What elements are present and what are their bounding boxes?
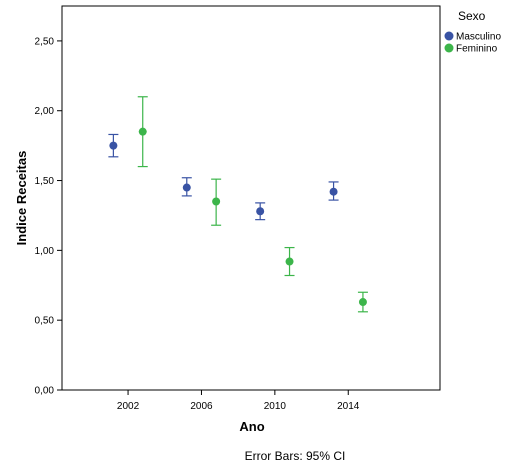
- data-point: [212, 197, 221, 206]
- data-point-group: [284, 246, 295, 277]
- y-tick-label: 1,50: [35, 176, 55, 187]
- data-point: [138, 127, 147, 136]
- data-marks: [108, 96, 368, 313]
- y-tick-label: 2,00: [35, 106, 55, 117]
- data-point-group: [181, 177, 192, 197]
- x-axis: 2002 2006 2010 2014: [117, 390, 360, 412]
- data-point: [285, 257, 294, 266]
- y-axis-title: Indice Receitas: [14, 151, 29, 246]
- error-bars-footnote: Error Bars: 95% CI: [245, 449, 346, 463]
- y-tick-label: 2,50: [35, 36, 55, 47]
- data-point-group: [255, 202, 266, 221]
- data-point-group: [328, 181, 339, 201]
- legend-title: Sexo: [458, 9, 486, 23]
- legend-label: Masculino: [456, 32, 501, 43]
- y-axis: 0,00 0,50 1,00 1,50 2,00 2,50: [35, 36, 62, 397]
- x-tick-label: 2002: [117, 401, 140, 412]
- x-tick-label: 2014: [337, 401, 360, 412]
- y-tick-label: 1,00: [35, 246, 55, 257]
- y-tick-label: 0,50: [35, 316, 55, 327]
- data-point: [182, 183, 191, 192]
- data-point: [329, 187, 338, 196]
- legend-marker: [444, 31, 454, 41]
- legend-marker: [444, 43, 454, 53]
- y-tick-label: 0,00: [35, 386, 55, 397]
- x-axis-title: Ano: [239, 419, 264, 434]
- data-point-group: [108, 133, 119, 158]
- data-point: [256, 207, 265, 216]
- data-point: [358, 298, 367, 307]
- data-point-group: [357, 291, 368, 313]
- x-tick-label: 2010: [264, 401, 287, 412]
- data-point: [109, 141, 118, 150]
- x-tick-label: 2006: [190, 401, 213, 412]
- plot-area: [61, 5, 441, 391]
- legend-label: Feminino: [456, 44, 498, 55]
- data-point-group: [137, 96, 148, 168]
- data-point-group: [211, 178, 222, 226]
